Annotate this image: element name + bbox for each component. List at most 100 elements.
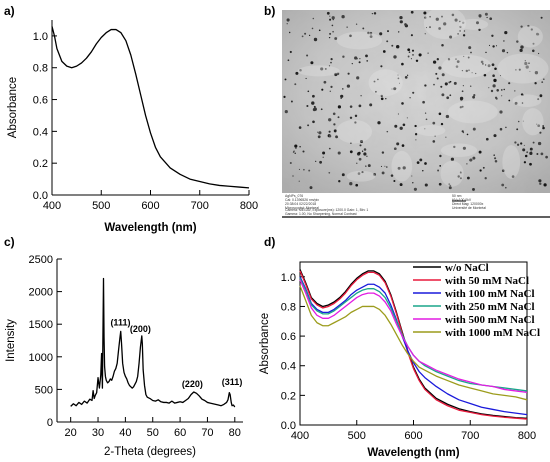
nanoparticle [457, 33, 459, 35]
nanoparticle [342, 88, 344, 90]
x-tick-label: 60 [174, 427, 186, 439]
nanoparticle [380, 65, 383, 68]
nanoparticle [410, 10, 414, 14]
series-line [299, 270, 528, 420]
nanoparticle [330, 58, 333, 61]
nanoparticle [384, 165, 386, 167]
peak-annotation: (220) [182, 379, 203, 389]
nanoparticle [534, 71, 539, 75]
nanoparticle [488, 44, 491, 46]
nanoparticle [515, 69, 517, 71]
series-line [299, 285, 528, 401]
nanoparticle [491, 34, 494, 37]
nanoparticle [530, 28, 533, 31]
nanoparticle [453, 145, 456, 149]
nanoparticle [292, 151, 295, 153]
nanoparticle [386, 166, 388, 168]
y-tick-label: 0.4 [33, 126, 48, 138]
nanoparticle [536, 32, 539, 36]
nanoparticle [505, 126, 507, 129]
nanoparticle [486, 16, 488, 19]
nanoparticle [289, 50, 292, 54]
nanoparticle [528, 62, 530, 65]
nanoparticle [380, 97, 384, 101]
nanoparticle [347, 72, 350, 75]
x-tick-label: 30 [92, 427, 104, 439]
nanoparticle [356, 162, 358, 164]
nanoparticle [517, 120, 520, 123]
nanoparticle [369, 35, 373, 38]
nanoparticle [475, 72, 477, 75]
tem-light-patch [416, 124, 446, 137]
tem-light-patch [512, 94, 542, 108]
nanoparticle [540, 152, 544, 156]
y-tick-label: 0.6 [281, 331, 296, 343]
nanoparticle [379, 32, 383, 36]
nanoparticle [399, 183, 403, 187]
x-tick-label: 800 [240, 200, 258, 212]
nanoparticle [472, 187, 475, 191]
legend-label: with 100 mM NaCl [445, 288, 535, 300]
nanoparticle [358, 104, 362, 108]
nanoparticle [539, 94, 543, 98]
nanoparticle [524, 61, 528, 66]
legend-label: with 50 mM NaCl [445, 275, 529, 287]
nanoparticle [361, 150, 364, 152]
nanoparticle [349, 105, 353, 108]
nanoparticle [410, 34, 413, 37]
tem-light-patch [440, 143, 478, 157]
nanoparticle [406, 74, 409, 76]
nanoparticle [529, 70, 531, 72]
nanoparticle [419, 158, 423, 162]
nanoparticle [429, 26, 431, 29]
peak-annotation: (111) [110, 318, 130, 328]
nanoparticle [519, 48, 523, 53]
nanoparticle [329, 32, 332, 35]
panel-label-d: d) [264, 235, 275, 249]
nanoparticle [308, 34, 311, 37]
nanoparticle [337, 116, 340, 119]
nanoparticle [480, 60, 484, 64]
nanoparticle [499, 110, 503, 114]
nanoparticle [424, 84, 427, 87]
tem-caption-bar [282, 193, 550, 217]
nanoparticle [402, 166, 406, 170]
nanoparticle [501, 169, 505, 173]
nanoparticle [529, 147, 533, 151]
nanoparticle [412, 182, 414, 184]
nanoparticle [375, 90, 377, 93]
nanoparticle [493, 78, 497, 83]
nanoparticle [520, 45, 524, 49]
nanoparticle [401, 62, 404, 66]
nanoparticle [313, 105, 316, 108]
nanoparticle [472, 95, 475, 99]
tem-light-patch [297, 65, 340, 77]
nanoparticle [541, 81, 544, 83]
nanoparticle [490, 89, 494, 93]
nanoparticle [381, 151, 385, 154]
nanoparticle [525, 65, 529, 69]
nanoparticle [390, 174, 394, 177]
nanoparticle [537, 141, 542, 146]
nanoparticle [358, 61, 361, 64]
nanoparticle [438, 66, 442, 70]
x-tick-label: 70 [201, 427, 213, 439]
nanoparticle [492, 45, 495, 48]
nanoparticle [386, 130, 389, 133]
nanoparticle [320, 67, 324, 71]
nanoparticle [516, 143, 520, 146]
nanoparticle [534, 82, 537, 85]
nanoparticle [391, 88, 393, 90]
nanoparticle [449, 80, 452, 83]
nanoparticle [448, 183, 450, 185]
nanoparticle [435, 17, 439, 21]
nanoparticle [522, 148, 526, 152]
nanoparticle [441, 43, 444, 47]
series-line [51, 26, 250, 189]
nanoparticle [470, 51, 472, 54]
nanoparticle [441, 93, 445, 97]
nanoparticle [354, 121, 357, 124]
nanoparticle [286, 18, 290, 22]
nanoparticle [290, 100, 293, 103]
